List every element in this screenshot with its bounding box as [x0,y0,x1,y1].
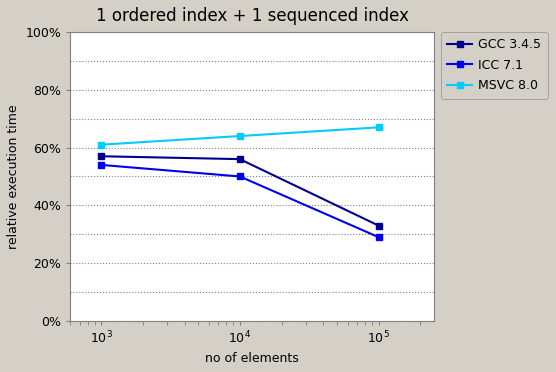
Line: GCC 3.4.5: GCC 3.4.5 [98,153,382,229]
Y-axis label: relative execution time: relative execution time [7,104,20,249]
Title: 1 ordered index + 1 sequenced index: 1 ordered index + 1 sequenced index [96,7,409,25]
Line: MSVC 8.0: MSVC 8.0 [98,124,382,148]
ICC 7.1 [375,235,382,239]
GCC 3.4.5 [236,157,243,161]
Legend: GCC 3.4.5, ICC 7.1, MSVC 8.0: GCC 3.4.5, ICC 7.1, MSVC 8.0 [441,32,548,99]
MSVC 8.0 [98,142,105,147]
ICC 7.1 [236,174,243,179]
ICC 7.1 [98,163,105,167]
X-axis label: no of elements: no of elements [205,352,299,365]
MSVC 8.0 [375,125,382,129]
MSVC 8.0 [236,134,243,138]
Line: ICC 7.1: ICC 7.1 [98,161,382,241]
GCC 3.4.5 [98,154,105,158]
GCC 3.4.5 [375,223,382,228]
